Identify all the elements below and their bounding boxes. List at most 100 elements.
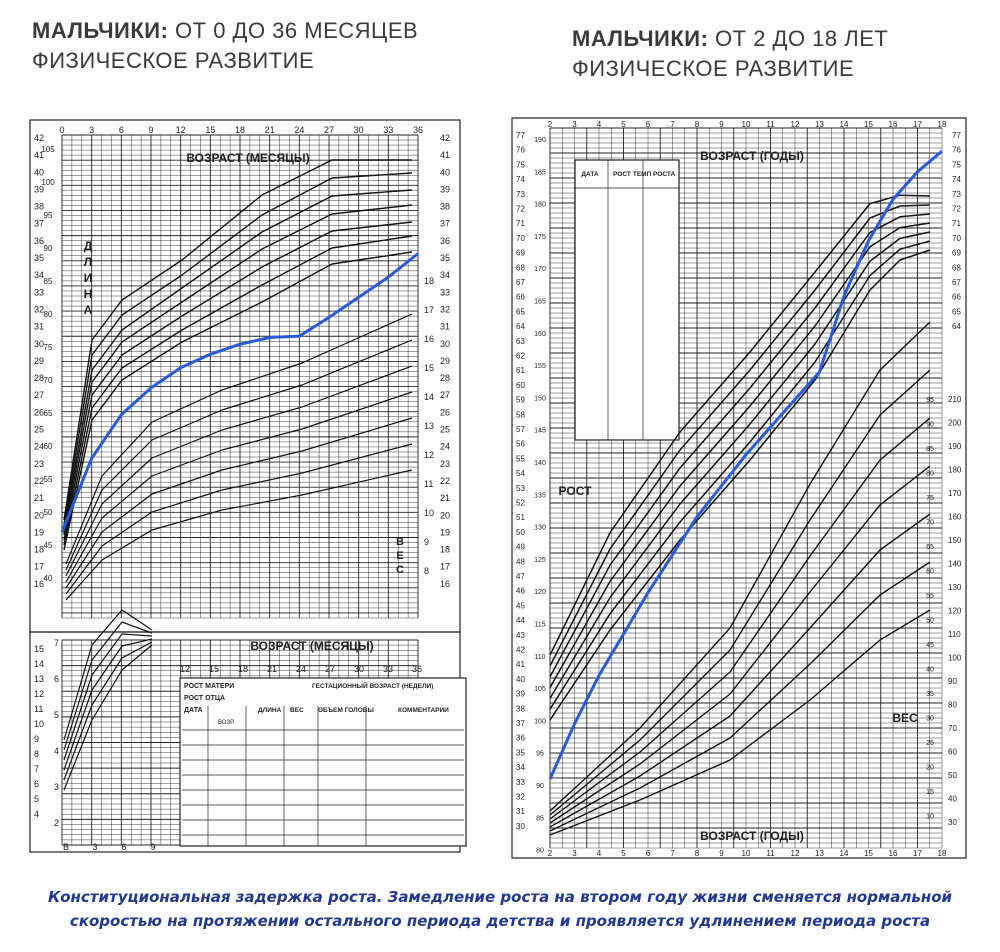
left-cm-tick: 90 [44,244,53,253]
right-age-tick-bottom: 10 [742,849,751,858]
left-lower-month-tick: 30 [354,664,364,674]
right-weight-percentile-curve [549,465,931,824]
left-lower-month-tick: 21 [267,664,277,674]
left-title-subtitle: ФИЗИЧЕСКОЕ РАЗВИТИЕ [32,48,315,73]
right-in-tick-left: 53 [516,484,525,493]
right-title-subtitle: ФИЗИЧЕСКОЕ РАЗВИТИЕ [572,56,855,81]
right-lb-tick: 150 [948,536,962,545]
right-cm-tick: 110 [534,654,545,661]
right-table-frame [574,159,680,441]
right-kg-tick: 50 [926,618,934,625]
right-in-tick-left: 65 [516,307,525,316]
right-age-tick-top: 6 [646,120,651,129]
left-month-tick: 12 [176,125,186,135]
left-in-tick: 39 [34,184,44,194]
right-age-tick-top: 18 [938,120,947,129]
left-in-tick-right: 41 [440,150,450,160]
left-kg-tick: 14 [424,392,434,402]
right-kg-tick: 95 [926,397,934,404]
left-lower-month-tick: 18 [238,664,248,674]
left-kg-tick: 11 [424,479,433,489]
left-in-tick-right: 16 [440,579,450,589]
right-age-tick-bottom: 3 [572,849,577,858]
left-in-tick: 25 [34,425,44,435]
left-in-tick-right: 22 [440,476,450,486]
left-cm-tick: 45 [44,541,53,550]
left-in-tick: 32 [34,304,44,314]
right-in-tick-left: 58 [516,410,525,419]
left-in-tick-right: 42 [440,133,450,143]
right-weight-percentile-curve [549,561,931,832]
left-lower-bottom-tick: B [63,842,69,852]
left-kg-tick: 15 [424,363,434,373]
right-kg-tick: 70 [926,520,934,527]
left-cm-tick: 50 [44,508,53,517]
right-cm-tick: 165 [534,299,546,306]
right-lb-tick: 30 [948,818,957,827]
record-table-header: ОБЪЕМ ГОЛОВЫ [318,707,374,714]
left-month-tick: 9 [148,125,153,135]
right-lb-tick: 60 [948,748,957,757]
right-age-tick-bottom: 4 [597,849,602,858]
left-length-percentile-curve [63,189,413,531]
left-weight-percentile-curve [65,339,413,571]
right-xlabel-bottom: ВОЗРАСТ (ГОДЫ) [700,829,804,843]
left-lower-lb-tick: 11 [34,704,43,714]
right-cm-tick: 135 [534,492,546,499]
left-in-tick: 42 [34,133,44,143]
left-in-tick-right: 23 [440,459,450,469]
right-patient-growth-line [548,149,943,780]
left-lower-lb-tick: 4 [34,809,39,819]
right-in-tick-left: 43 [516,631,525,640]
right-age-tick-bottom: 13 [815,849,824,858]
right-age-tick-bottom: 18 [938,849,947,858]
right-cm-tick: 140 [534,460,546,467]
right-in-tick-left: 49 [516,543,525,552]
left-month-tick: 36 [413,125,423,135]
left-lower-month-tick: 12 [180,664,190,674]
right-age-tick-bottom: 9 [719,849,724,858]
left-lower-month-tick: 15 [209,664,219,674]
left-lower-lb-tick: 7 [34,764,39,774]
right-lb-tick: 100 [948,654,962,663]
left-in-tick-right: 29 [440,356,450,366]
left-in-tick: 22 [34,476,44,486]
right-age-tick-top: 7 [670,120,675,129]
right-in-tick-left: 36 [516,734,525,743]
right-in-tick-left: 46 [516,587,525,596]
left-month-tick: 33 [383,125,393,135]
right-lb-tick: 50 [948,771,957,780]
right-kg-tick: 40 [926,667,934,674]
right-age-tick-top: 11 [766,120,775,129]
right-in-tick-left: 76 [516,146,525,155]
left-kg-tick: 13 [424,421,434,431]
right-age-tick-top: 5 [621,120,626,129]
right-in-tick-right: 73 [952,190,961,199]
left-in-tick-right: 17 [440,562,450,572]
left-in-tick-right: 30 [440,339,450,349]
left-weight-percentile-curve [65,391,413,583]
right-table-header: РОСТ [613,171,631,178]
left-in-tick: 16 [34,579,44,589]
record-table-header: КОММЕНТАРИИ [398,707,449,714]
caption-line-1: Конституциональная задержка роста. Замед… [47,888,953,906]
left-in-tick: 24 [34,442,44,452]
right-in-tick-right: 74 [952,175,961,184]
record-table-header: ГЕСТАЦИОННЫЙ ВОЗРАСТ (НЕДЕЛИ) [312,681,433,690]
left-in-tick-right: 18 [440,545,450,555]
left-lower-kg-tick: 4 [54,746,59,756]
right-in-tick-left: 52 [516,499,525,508]
record-table-header: ДЛИНА [258,707,282,714]
left-in-tick: 18 [34,545,44,555]
left-weight-percentile-curve [65,313,413,565]
right-kg-tick: 20 [926,765,934,772]
right-title-range: ОТ 2 ДО 18 ЛЕТ [715,26,889,51]
left-in-tick-right: 38 [440,202,450,212]
right-weight-percentile-curve [549,513,931,828]
left-cm-tick: 100 [41,178,55,187]
right-in-tick-left: 59 [516,396,525,405]
right-in-tick-left: 50 [516,528,525,537]
left-in-tick-right: 35 [440,253,450,263]
left-month-tick: 24 [294,125,304,135]
